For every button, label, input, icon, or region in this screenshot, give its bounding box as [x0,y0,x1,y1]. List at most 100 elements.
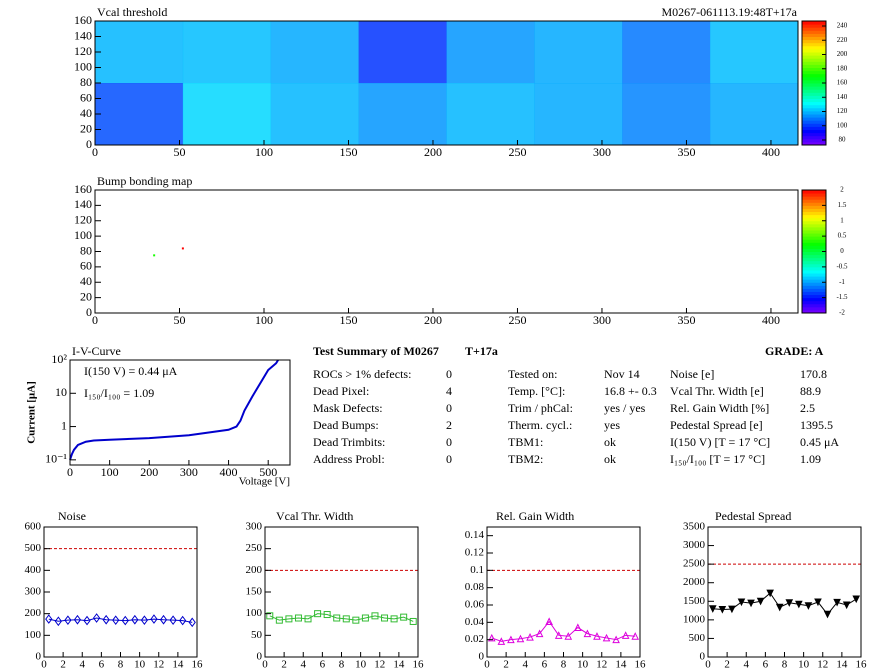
colorbar-step [802,126,826,130]
x-tick-label: 12 [596,659,607,671]
x-tick-label: 8 [339,659,345,671]
x-tick-label: 350 [677,313,695,327]
chart-title: Vcal Thr. Width [276,509,353,523]
marker [814,598,822,607]
y-axis-label: Current [μA] [26,381,38,444]
marker [352,616,360,624]
y-tick-label: 120 [74,213,92,227]
summary-label: Address Probl: [313,452,385,466]
colorbar-step [802,110,826,115]
chart-title: Pedestal Spread [715,509,791,523]
y-tick-label: 1500 [683,595,706,607]
summary-label: Dead Bumps: [313,418,379,432]
colorbar-step [802,95,826,99]
x-tick-label: 300 [593,145,611,159]
summary-value: yes [604,418,620,432]
colorbar-step [802,36,826,41]
y-tick-label: 200 [246,564,263,576]
marker [487,633,496,642]
marker [92,613,101,623]
plot-frame [264,526,419,658]
data-line [48,617,193,623]
summary-label: Therm. cycl.: [508,418,572,432]
colorbar-step [802,129,826,134]
colorbar-step [802,196,826,200]
colorbar-step [802,242,826,246]
y-tick-label: 10⁻¹ [45,452,67,466]
y-tick-label: 160 [74,182,92,196]
marker [631,632,640,640]
colorbar-step [802,123,826,127]
x-tick-label: 6 [99,659,105,671]
y-tick-label: 50 [251,629,263,641]
marker [102,614,110,625]
marker [73,614,82,625]
data-line [712,592,857,616]
marker [545,617,553,625]
colorbar-step [802,55,826,59]
x-tick-label: 400 [762,313,780,327]
x-tick-label: 12 [374,659,385,671]
y-tick-label: 0.04 [465,616,485,628]
x-tick-label: 350 [677,145,695,159]
x-tick-label: 0 [92,313,98,327]
x-tick-label: 50 [173,145,185,159]
marker [159,614,168,625]
heatmap-cell [710,21,799,84]
y-tick-label: 0.14 [465,529,485,541]
colorbar-tick-label: 140 [837,93,848,101]
pixel-point [181,247,184,250]
colorbar-step [802,239,826,243]
x-tick-label: 200 [140,465,158,479]
marker [747,599,755,608]
colorbar-tick-label: 160 [837,79,848,87]
chart-title: I-V-Curve [72,344,121,358]
summary-label: TBM1: [508,435,543,449]
plot-frame [707,526,862,658]
x-tick-label: 0 [92,145,98,159]
y-tick-label: 80 [80,75,92,89]
x-tick-label: 4 [744,659,750,671]
marker [400,613,408,621]
x-tick-label: 14 [615,659,627,671]
summary-value: 0 [446,401,452,415]
marker [275,616,283,624]
colorbar-step [802,269,826,274]
colorbar-step [802,86,826,90]
heatmap-cell [95,21,184,84]
y-tick-label: 0 [86,137,92,151]
marker [409,617,417,625]
x-tick-label: 10 [798,659,810,671]
colorbar-step [802,199,826,203]
y-tick-label: 2500 [683,558,706,570]
colorbar-tick-label: -1.5 [836,293,848,301]
marker [169,615,177,626]
x-tick-label: 4 [80,659,86,671]
heatmap-cell [710,83,799,146]
summary-value: 0 [446,435,452,449]
y-tick-label: 3500 [683,521,706,533]
y-tick-label: 0.06 [465,599,485,611]
colorbar-step [802,114,826,118]
colorbar-tick-label: 120 [837,107,848,115]
x-tick-label: 2 [503,659,509,671]
x-tick-label: 100 [255,313,273,327]
x-tick-label: 6 [320,659,326,671]
x-tick-label: 12 [153,659,164,671]
colorbar-step [802,254,826,259]
x-tick-label: 6 [763,659,769,671]
pixel-point [153,254,156,257]
x-tick-label: 300 [593,313,611,327]
marker [775,603,784,612]
marker [785,599,794,607]
marker [188,617,196,628]
colorbar-step [802,288,826,292]
colorbar-step [802,291,826,296]
y-tick-label: 40 [80,274,92,288]
y-tick-label: 100 [74,59,92,73]
y-tick-label: 0 [700,651,706,663]
colorbar-step [802,98,826,103]
x-tick-label: 200 [424,145,442,159]
summary-value: ok [604,435,616,449]
